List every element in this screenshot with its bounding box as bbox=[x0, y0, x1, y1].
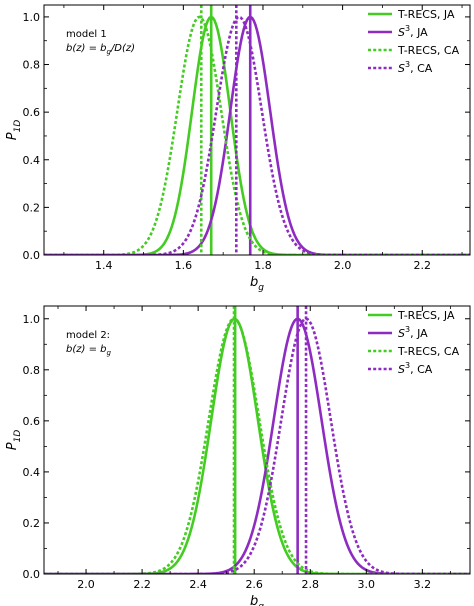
legend-label: S3, JA bbox=[398, 24, 428, 39]
y-tick-label: 0.6 bbox=[23, 415, 41, 428]
y-tick-label: 0.4 bbox=[23, 154, 41, 167]
y-tick-label: 0.0 bbox=[23, 249, 41, 262]
legend-label: S3, CA bbox=[398, 60, 433, 75]
plot-frame bbox=[43, 4, 471, 256]
y-tick-label: 0.4 bbox=[23, 466, 41, 479]
x-axis-label: bg bbox=[250, 275, 264, 293]
legend-label: T-RECS, CA bbox=[397, 44, 460, 57]
x-tick-label: 2.8 bbox=[302, 578, 320, 591]
y-axis: 0.0 0.2 0.4 0.6 0.8 1.0 bbox=[23, 11, 470, 262]
plot-area bbox=[44, 5, 470, 255]
x-tick-label: 1.6 bbox=[175, 259, 193, 272]
legend-label: T-RECS, CA bbox=[397, 345, 460, 358]
x-tick-label: 2.6 bbox=[245, 578, 263, 591]
legend: T-RECS, JA S3, JA T-RECS, CA S3, CA bbox=[368, 8, 460, 75]
x-tick-label: 2.2 bbox=[133, 578, 151, 591]
x-axis: 2.0 2.2 2.4 2.6 2.8 3.0 3.2 bbox=[57, 306, 451, 591]
y-tick-label: 0.8 bbox=[23, 59, 41, 72]
y-tick-label: 1.0 bbox=[23, 11, 41, 24]
plot-frame bbox=[43, 305, 471, 575]
x-tick-label: 3.0 bbox=[358, 578, 376, 591]
y-tick-label: 0.8 bbox=[23, 364, 41, 377]
annotation-model: model 1 bbox=[66, 29, 107, 40]
series-curve bbox=[44, 15, 470, 255]
chart-panel-top: 1.4 1.6 1.8 2.0 2.2 0.0 0.2 0.4 0.6 0.8 1.0 bg P1D mo… bbox=[5, 4, 471, 293]
x-tick-label: 1.4 bbox=[95, 259, 113, 272]
annotation-formula: b(z) = bg/D(z) bbox=[66, 43, 135, 56]
legend-label: T-RECS, JA bbox=[397, 8, 455, 21]
x-tick-label: 2.2 bbox=[413, 259, 431, 272]
y-axis-label: P1D bbox=[5, 120, 23, 141]
x-tick-label: 3.2 bbox=[414, 578, 432, 591]
y-tick-label: 0.2 bbox=[23, 517, 41, 530]
annotation-formula: b(z) = bg bbox=[66, 344, 111, 357]
chart-panel-bottom: 2.0 2.2 2.4 2.6 2.8 3.0 3.2 0.0 0.2 0.4 0.6 0.8 1.0 b… bbox=[5, 305, 471, 606]
x-axis-label: bg bbox=[250, 594, 264, 606]
y-tick-label: 0.2 bbox=[23, 201, 41, 214]
y-axis: 0.0 0.2 0.4 0.6 0.8 1.0 bbox=[23, 313, 470, 581]
y-tick-label: 0.6 bbox=[23, 106, 41, 119]
annotation-model: model 2: bbox=[66, 330, 110, 341]
legend-label: S3, CA bbox=[398, 361, 433, 376]
series-curve bbox=[44, 317, 470, 574]
legend-label: T-RECS, JA bbox=[397, 309, 455, 322]
x-tick-label: 1.8 bbox=[254, 259, 272, 272]
x-tick-label: 2.0 bbox=[77, 578, 95, 591]
y-axis-label: P1D bbox=[5, 430, 23, 451]
series-curve bbox=[44, 15, 470, 255]
legend: T-RECS, JA S3, JA T-RECS, CA S3, CA bbox=[368, 309, 460, 376]
legend-label: S3, JA bbox=[398, 325, 428, 340]
y-tick-label: 0.0 bbox=[23, 568, 41, 581]
x-tick-label: 2.4 bbox=[189, 578, 207, 591]
series-curve bbox=[44, 317, 470, 574]
x-tick-label: 2.0 bbox=[334, 259, 352, 272]
y-tick-label: 1.0 bbox=[23, 313, 41, 326]
x-axis: 1.4 1.6 1.8 2.0 2.2 bbox=[63, 5, 463, 272]
